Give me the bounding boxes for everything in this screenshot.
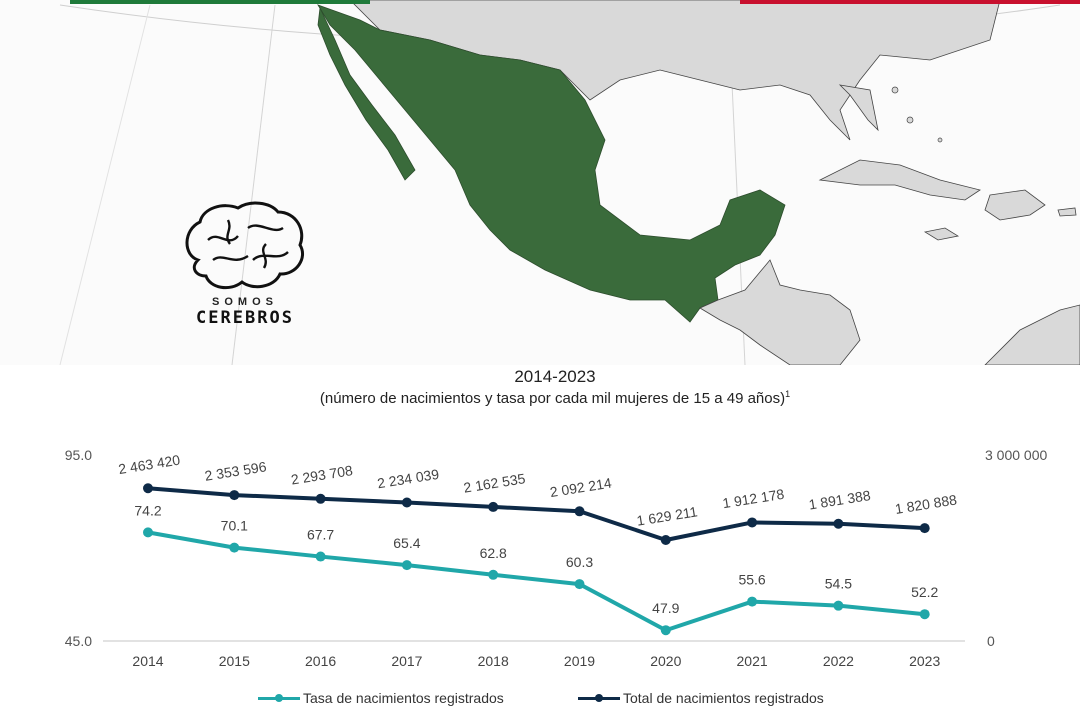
data-label-total: 2 092 214 [549, 475, 613, 501]
data-point-rate [401, 560, 412, 571]
data-label-rate: 67.7 [307, 527, 334, 543]
x-tick-label: 2014 [132, 653, 163, 669]
chart-subtitle-note: 1 [785, 389, 791, 399]
data-label-total: 2 463 420 [117, 452, 181, 478]
north-america-map [59, 0, 1080, 365]
x-tick-label: 2019 [564, 653, 595, 669]
legend-swatch-rate [258, 693, 300, 702]
data-label-rate: 62.8 [480, 545, 507, 561]
data-point-total [401, 497, 412, 508]
data-label-total: 1 912 178 [721, 486, 785, 512]
data-point-rate [229, 542, 240, 553]
data-label-rate: 70.1 [221, 518, 248, 534]
series-points-total [143, 483, 930, 545]
flag-stripe-green [70, 0, 370, 4]
x-tick-label: 2020 [650, 653, 681, 669]
x-tick-label: 2015 [219, 653, 250, 669]
legend-label-total: Total de nacimientos registrados [623, 690, 824, 706]
logo-text-cerebros: CEREBROS [196, 308, 294, 328]
data-point-rate [315, 551, 326, 562]
baja-california [317, 6, 416, 181]
x-tick-label: 2021 [737, 653, 768, 669]
data-label-rate: 54.5 [825, 576, 852, 592]
chart-subtitle-text: (número de nacimientos y tasa por cada m… [319, 390, 786, 407]
y-right-tick-min: 0 [987, 633, 995, 649]
x-tick-label: 2016 [305, 653, 336, 669]
somos-cerebros-logo: SOMOS CEREBROS [178, 200, 312, 330]
series-labels-rate: 74.2 70.1 67.7 65.4 62.8 60.3 47.9 55.6 54.5 52.2 [134, 502, 938, 616]
data-label-total: 2 353 596 [204, 458, 268, 484]
data-label-total: 2 162 535 [462, 470, 526, 496]
data-point-total [660, 534, 671, 545]
x-tick-label: 2018 [478, 653, 509, 669]
data-point-total [488, 501, 499, 512]
data-point-total [833, 518, 844, 529]
x-axis-ticks: 2014 2015 2016 2017 2018 2019 2020 2021 2022 2023 [132, 653, 940, 669]
series-line-total [147, 486, 925, 542]
x-tick-label: 2017 [391, 653, 422, 669]
flag-stripe-red [740, 0, 1080, 4]
x-tick-label: 2023 [909, 653, 940, 669]
logo-text-somos: SOMOS [212, 296, 278, 308]
data-point-rate [143, 527, 153, 538]
data-point-rate [919, 609, 930, 620]
data-label-rate: 55.6 [738, 572, 765, 588]
data-point-total [747, 517, 758, 528]
chart-title: 2014-2023 [514, 367, 596, 386]
y-left-tick-min: 45.0 [65, 633, 92, 649]
brain-icon [185, 201, 304, 290]
chart-subtitle: (número de nacimientos y tasa por cada m… [0, 389, 1080, 407]
data-point-rate [488, 569, 499, 580]
legend-item-total: Total de nacimientos registrados [578, 688, 824, 708]
map-illustration: SOMOS CEREBROS [59, 0, 1080, 365]
data-label-rate: 47.9 [652, 600, 679, 616]
series-line-rate [147, 530, 925, 633]
data-label-total: 1 629 211 [636, 503, 699, 528]
data-point-total [315, 493, 326, 504]
data-label-rate: 74.2 [134, 502, 161, 518]
data-point-total [919, 523, 930, 534]
legend-label-rate: Tasa de nacimientos registrados [303, 690, 504, 706]
data-label-rate: 52.2 [911, 584, 938, 600]
data-label-total: 2 293 708 [290, 462, 354, 488]
data-label-rate: 60.3 [566, 554, 593, 570]
data-point-rate [574, 579, 585, 590]
data-point-total [574, 506, 585, 517]
legend-swatch-total [578, 693, 620, 702]
data-point-total [143, 483, 153, 494]
legend-item-rate: Tasa de nacimientos registrados [258, 688, 504, 708]
series-points-rate [143, 527, 930, 636]
data-label-total: 1 820 888 [894, 491, 958, 517]
data-point-rate [660, 625, 671, 636]
data-label-total: 1 891 388 [808, 487, 872, 513]
y-right-tick-max: 3 000 000 [985, 447, 1047, 463]
data-point-rate [833, 600, 844, 611]
x-tick-label: 2022 [823, 653, 854, 669]
data-point-total [229, 490, 240, 501]
data-point-rate [747, 596, 758, 607]
data-label-rate: 65.4 [393, 535, 420, 551]
mexico-land [317, 4, 786, 323]
y-left-tick-max: 95.0 [65, 447, 92, 463]
data-label-total: 2 234 039 [376, 466, 440, 492]
